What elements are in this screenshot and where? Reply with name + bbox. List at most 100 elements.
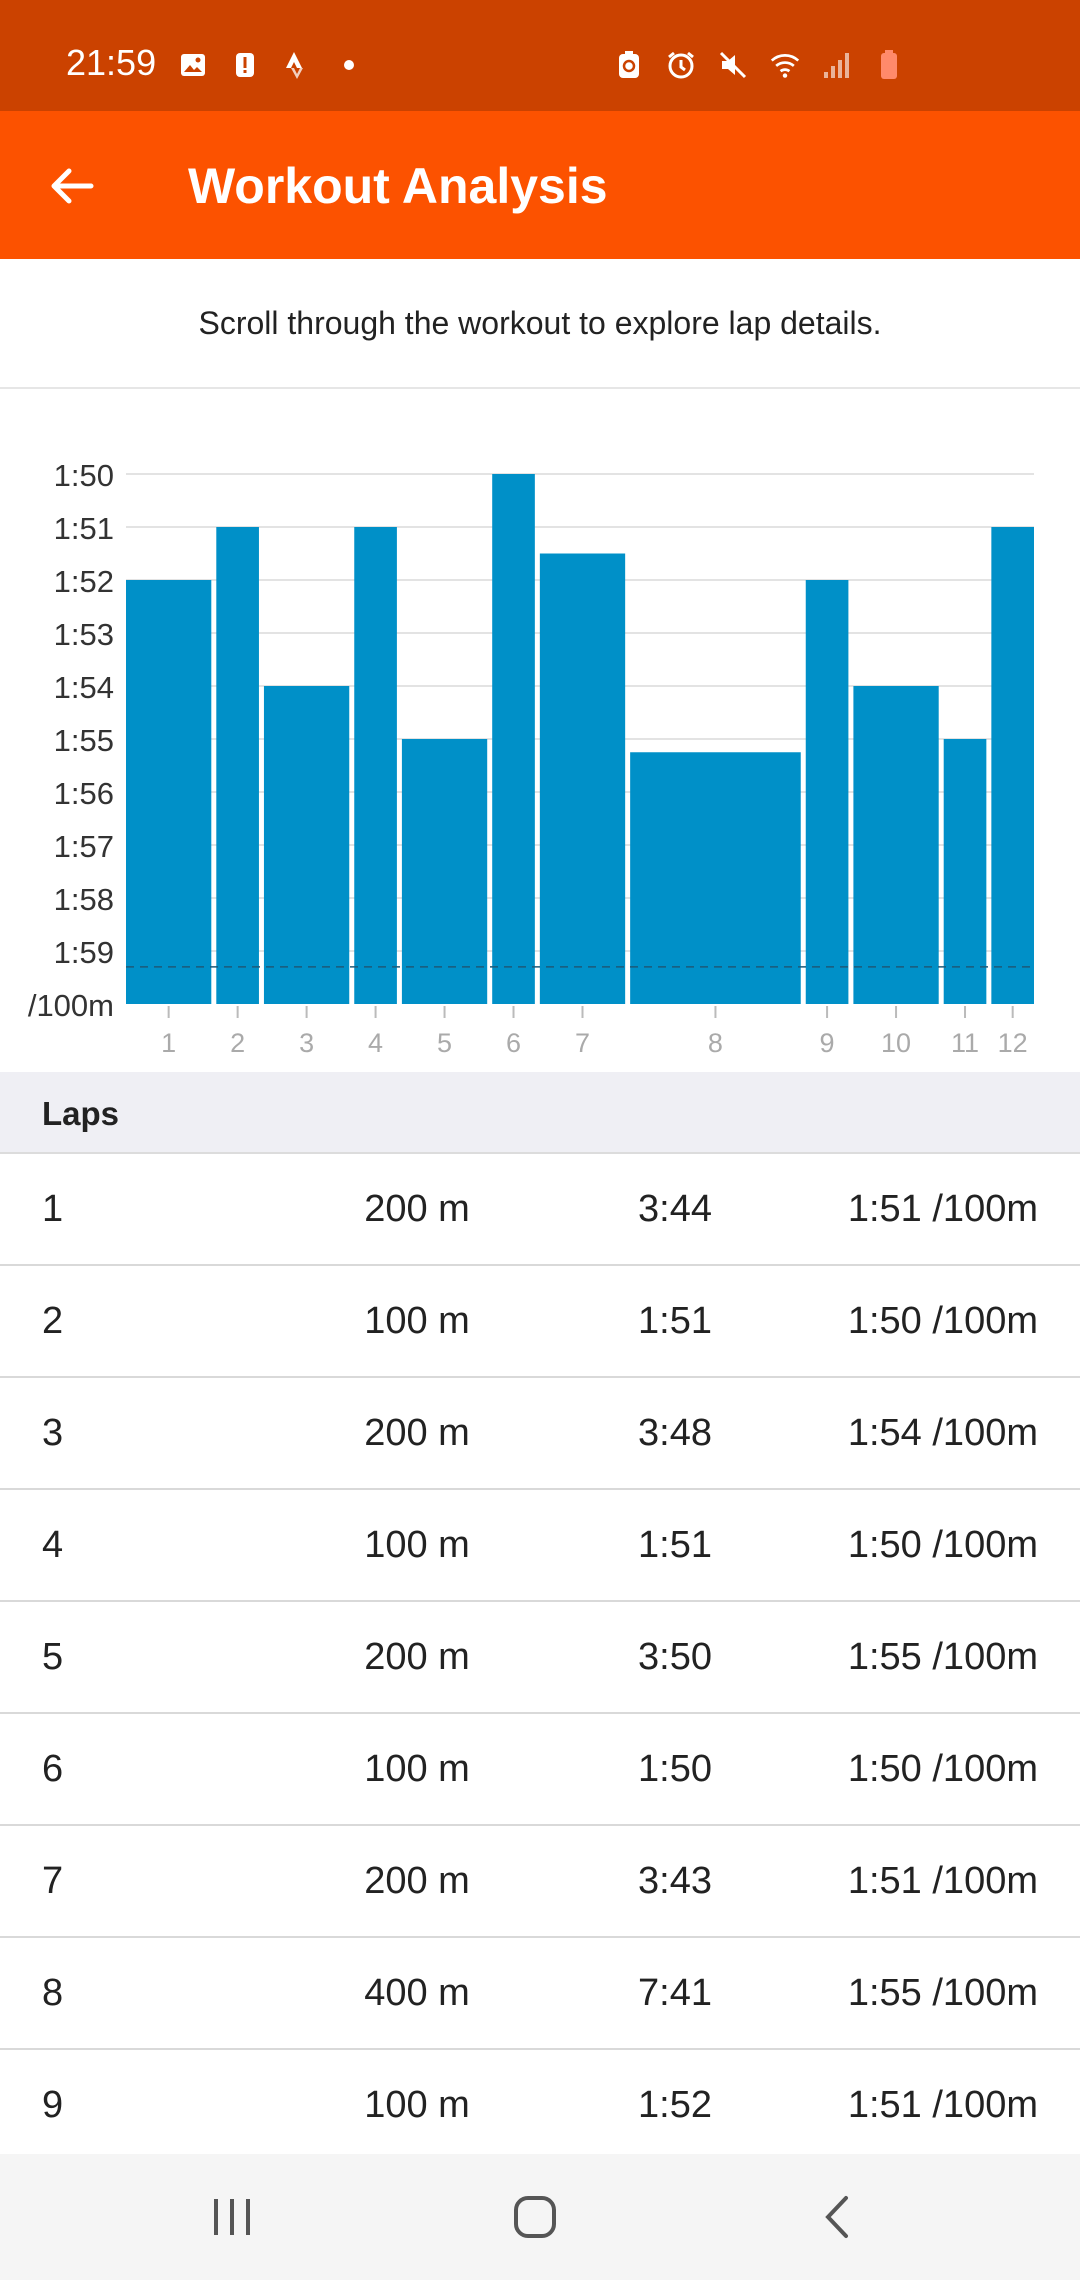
lap-row[interactable]: 3 200 m 3:48 1:54 /100m [0, 1378, 1080, 1490]
lap-time: 3:44 [638, 1188, 712, 1230]
lap-distance: 100 m [364, 2084, 470, 2126]
app-bar: Workout Analysis [0, 111, 1080, 259]
lap-number: 1 [42, 1188, 64, 1230]
lap-pace: 1:55 /100m [847, 1972, 1038, 2014]
lap-pace: 1:50 /100m [847, 1300, 1038, 1342]
x-tick-label: 12 [998, 1028, 1028, 1058]
y-tick-label: /100m [28, 988, 114, 1023]
y-tick-label: 1:57 [54, 829, 114, 864]
lap-number: 6 [42, 1748, 64, 1790]
lap-time: 7:41 [638, 1972, 712, 2014]
y-tick-label: 1:56 [54, 776, 114, 811]
y-tick-label: 1:52 [54, 564, 114, 599]
lap-time: 3:48 [638, 1412, 712, 1454]
x-tick-label: 5 [437, 1028, 452, 1058]
alarm-icon [666, 50, 696, 80]
page-title: Workout Analysis [188, 158, 608, 214]
y-tick-label: 1:55 [54, 723, 114, 758]
bar-lap-10[interactable] [853, 686, 939, 1004]
bar-lap-3[interactable] [263, 686, 350, 1004]
dot-icon [334, 50, 364, 80]
pace-chart-svg[interactable]: 1:50 1:51 1:52 1:53 1:54 1:55 1:56 1:57 1:58 1:59… [0, 420, 1080, 1070]
laps-header-label: Laps [42, 1095, 120, 1132]
bar-lap-12[interactable] [991, 527, 1034, 1004]
chevron-left-icon [825, 2196, 848, 2238]
nav-bar [0, 2154, 1080, 2280]
status-left-icons [178, 50, 364, 80]
lap-pace: 1:50 /100m [847, 1524, 1038, 1566]
home-icon [514, 2196, 556, 2238]
lap-time: 1:51 [638, 1524, 712, 1566]
y-tick-label: 1:50 [54, 458, 114, 493]
lap-number: 8 [42, 1972, 64, 2014]
mute-icon [718, 50, 748, 80]
x-tick-label: 1 [161, 1028, 176, 1058]
lap-number: 2 [42, 1300, 64, 1342]
bar-lap-1[interactable] [126, 580, 212, 1004]
back-button[interactable] [36, 151, 106, 221]
bar-lap-7[interactable] [539, 553, 626, 1005]
lap-number: 4 [42, 1524, 64, 1566]
lap-pace: 1:51 /100m [847, 2084, 1038, 2126]
wifi-icon [770, 50, 800, 80]
lap-number: 3 [42, 1412, 64, 1454]
battery-saver-icon [614, 50, 644, 80]
bar-lap-5[interactable] [401, 739, 488, 1004]
lap-pace: 1:51 /100m [847, 1860, 1038, 1902]
x-tick-label: 3 [299, 1028, 314, 1058]
home-button[interactable] [495, 2182, 575, 2252]
x-tick-label: 11 [951, 1028, 979, 1058]
lap-pace: 1:50 /100m [847, 1748, 1038, 1790]
bar-lap-2[interactable] [216, 527, 259, 1004]
lap-row[interactable]: 6 100 m 1:50 1:50 /100m [0, 1714, 1080, 1826]
signal-icon [822, 50, 852, 80]
bar-lap-8[interactable] [630, 752, 801, 1004]
lap-row[interactable]: 4 100 m 1:51 1:50 /100m [0, 1490, 1080, 1602]
pace-chart[interactable]: 1:50 1:51 1:52 1:53 1:54 1:55 1:56 1:57 1:58 1:59… [0, 420, 1080, 1070]
lap-number: 5 [42, 1636, 64, 1678]
lap-distance: 100 m [364, 1300, 470, 1342]
x-tick-label: 4 [368, 1028, 383, 1058]
lap-time: 1:52 [638, 2084, 712, 2126]
lap-pace: 1:55 /100m [847, 1636, 1038, 1678]
instruction-row: Scroll through the workout to explore la… [0, 259, 1080, 389]
y-tick-label: 1:59 [54, 935, 114, 970]
lap-time: 1:51 [638, 1300, 712, 1342]
lap-row[interactable]: 7 200 m 3:43 1:51 /100m [0, 1826, 1080, 1938]
x-tick-label: 8 [708, 1028, 723, 1058]
laps-header: Laps [0, 1072, 1080, 1154]
recents-icon [214, 2199, 250, 2235]
lap-distance: 400 m [364, 1972, 470, 2014]
back-nav-button[interactable] [798, 2182, 878, 2252]
laps-list[interactable]: 1 200 m 3:44 1:51 /100m 2 100 m 1:51 1:50 /100m… [0, 1154, 1080, 2154]
lap-row[interactable]: 8 400 m 7:41 1:55 /100m [0, 1938, 1080, 2050]
lap-distance: 200 m [364, 1860, 470, 1902]
bar-lap-6[interactable] [492, 474, 535, 1004]
lap-row[interactable]: 9 100 m 1:52 1:51 /100m [0, 2050, 1080, 2154]
lap-row[interactable]: 5 200 m 3:50 1:55 /100m [0, 1602, 1080, 1714]
lap-number: 7 [42, 1860, 64, 1902]
lap-row[interactable]: 2 100 m 1:51 1:50 /100m [0, 1266, 1080, 1378]
bar-lap-4[interactable] [354, 527, 397, 1004]
y-tick-label: 1:58 [54, 882, 114, 917]
x-tick-label: 7 [575, 1028, 590, 1058]
lap-time: 3:50 [638, 1636, 712, 1678]
lap-pace: 1:51 /100m [847, 1188, 1038, 1230]
instruction-text: Scroll through the workout to explore la… [198, 304, 882, 341]
lap-time: 1:50 [638, 1748, 712, 1790]
y-tick-label: 1:54 [54, 670, 114, 705]
lap-distance: 100 m [364, 1748, 470, 1790]
recents-button[interactable] [192, 2182, 272, 2252]
lap-row[interactable]: 1 200 m 3:44 1:51 /100m [0, 1154, 1080, 1266]
y-tick-label: 1:53 [54, 617, 114, 652]
status-time: 21:59 [66, 42, 157, 83]
x-tick-label: 10 [881, 1028, 911, 1058]
lap-distance: 200 m [364, 1412, 470, 1454]
lap-number: 9 [42, 2084, 64, 2126]
x-tick-label: 2 [230, 1028, 245, 1058]
lap-distance: 100 m [364, 1524, 470, 1566]
gallery-icon [178, 50, 208, 80]
bar-lap-11[interactable] [943, 739, 987, 1004]
y-tick-label: 1:51 [54, 511, 114, 546]
bar-lap-9[interactable] [805, 580, 849, 1004]
